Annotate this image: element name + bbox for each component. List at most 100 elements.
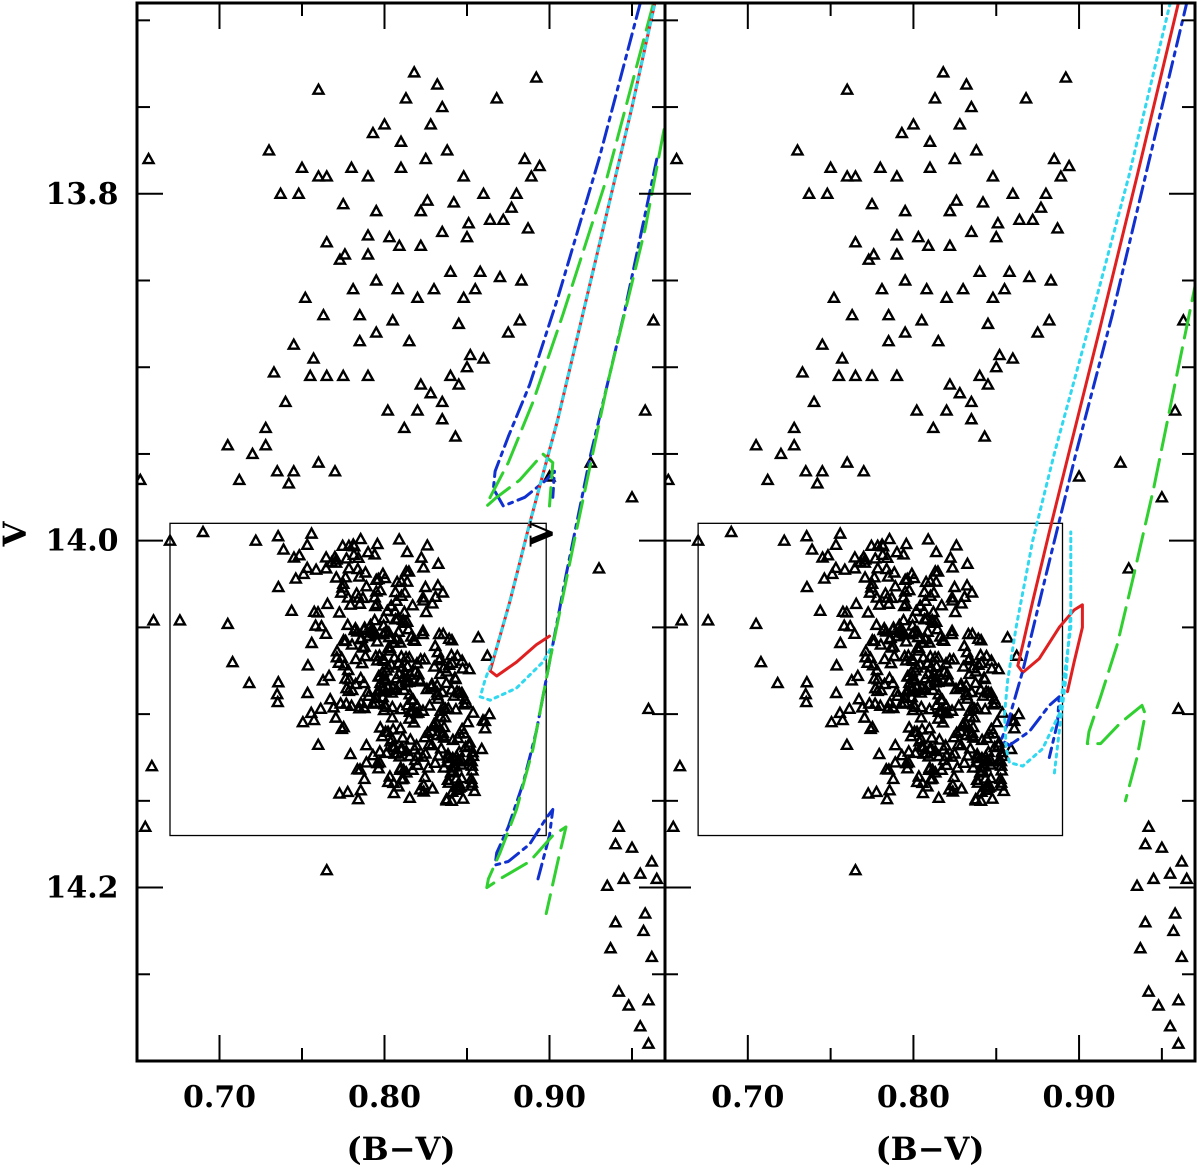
- star-marker: [951, 698, 966, 711]
- star-marker: [880, 590, 895, 603]
- star-marker: [524, 168, 539, 182]
- isochrone-line-left-5: [485, 116, 665, 916]
- star-marker: [904, 689, 919, 703]
- x-tick-label: 0.90: [1043, 1080, 1116, 1115]
- star-marker: [359, 737, 374, 751]
- star-marker: [458, 739, 473, 753]
- star-marker: [945, 623, 960, 637]
- star-marker: [985, 168, 1000, 182]
- star-marker: [390, 281, 405, 295]
- star-marker: [350, 624, 365, 637]
- star-marker: [961, 652, 976, 666]
- star-marker: [624, 840, 640, 853]
- star-marker: [359, 755, 374, 768]
- star-marker: [423, 116, 438, 130]
- star-marker: [276, 542, 291, 555]
- star-marker: [989, 229, 1004, 243]
- star-marker: [945, 592, 960, 606]
- star-marker: [421, 760, 436, 773]
- star-marker: [922, 720, 937, 734]
- x-tick-label: 0.80: [348, 1080, 421, 1115]
- star-marker: [386, 721, 401, 735]
- star-marker: [835, 604, 850, 618]
- star-marker: [857, 710, 872, 723]
- star-marker: [897, 626, 912, 640]
- star-marker: [416, 592, 431, 606]
- star-marker: [413, 377, 428, 390]
- star-marker: [911, 769, 926, 782]
- star-marker: [401, 564, 416, 577]
- star-marker: [887, 648, 902, 662]
- star-marker: [930, 621, 945, 635]
- star-marker: [931, 649, 946, 663]
- star-marker: [393, 134, 409, 147]
- star-marker: [409, 705, 424, 719]
- star-marker: [980, 316, 996, 330]
- star-marker: [591, 560, 607, 574]
- star-marker: [915, 775, 930, 789]
- star-marker: [393, 762, 408, 776]
- star-marker: [473, 264, 488, 278]
- star-marker: [942, 781, 957, 795]
- star-marker: [386, 775, 401, 789]
- panel-left: 0.70 0.80 0.90 13.8 14.0 14.2 (B−V) V V: [0, 1, 667, 1168]
- star-marker: [454, 757, 469, 770]
- star-marker: [220, 437, 235, 451]
- star-marker: [893, 624, 908, 638]
- star-marker: [993, 771, 1008, 785]
- star-marker: [1062, 158, 1077, 172]
- star-marker: [456, 290, 471, 304]
- star-marker: [335, 538, 350, 551]
- star-marker: [1000, 630, 1015, 643]
- star-marker: [967, 701, 982, 715]
- star-marker: [521, 221, 536, 234]
- star-marker: [422, 698, 437, 711]
- star-marker: [864, 368, 880, 382]
- star-marker: [916, 635, 931, 648]
- star-marker: [869, 662, 885, 676]
- star-marker: [861, 605, 876, 618]
- star-marker: [335, 580, 350, 593]
- star-marker: [442, 657, 457, 670]
- star-marker: [496, 212, 511, 226]
- star-marker: [352, 596, 367, 609]
- selection-box-left: [169, 522, 547, 837]
- star-marker: [644, 949, 659, 963]
- star-marker: [813, 603, 828, 617]
- star-marker: [646, 312, 661, 326]
- y-axis-label-inner: V: [523, 520, 561, 547]
- star-marker: [799, 579, 814, 593]
- star-marker: [232, 472, 247, 486]
- star-marker: [907, 699, 922, 713]
- star-marker: [886, 771, 901, 785]
- star-marker: [220, 616, 235, 630]
- star-marker: [1005, 351, 1020, 364]
- star-marker: [291, 186, 306, 199]
- star-marker: [899, 633, 914, 647]
- star-marker: [879, 791, 895, 805]
- star-marker: [1025, 212, 1040, 226]
- star-marker: [443, 264, 458, 278]
- star-marker: [271, 579, 286, 593]
- star-marker: [394, 649, 409, 662]
- star-marker: [795, 364, 810, 378]
- star-marker: [407, 64, 422, 78]
- star-marker: [931, 748, 946, 762]
- star-marker: [942, 377, 957, 390]
- star-marker: [395, 659, 410, 673]
- star-marker: [929, 544, 944, 558]
- star-marker: [825, 566, 840, 580]
- star-marker: [839, 737, 854, 751]
- star-marker: [600, 878, 615, 892]
- star-marker: [777, 533, 792, 546]
- star-marker: [954, 595, 969, 609]
- star-marker: [418, 151, 433, 165]
- star-marker: [833, 635, 848, 649]
- star-marker: [195, 524, 211, 538]
- star-marker: [426, 281, 442, 295]
- star-marker: [902, 720, 917, 733]
- plot-frame-right: [663, 1, 1197, 1063]
- star-marker: [1141, 984, 1156, 997]
- star-marker: [1163, 866, 1178, 879]
- star-marker: [304, 705, 319, 719]
